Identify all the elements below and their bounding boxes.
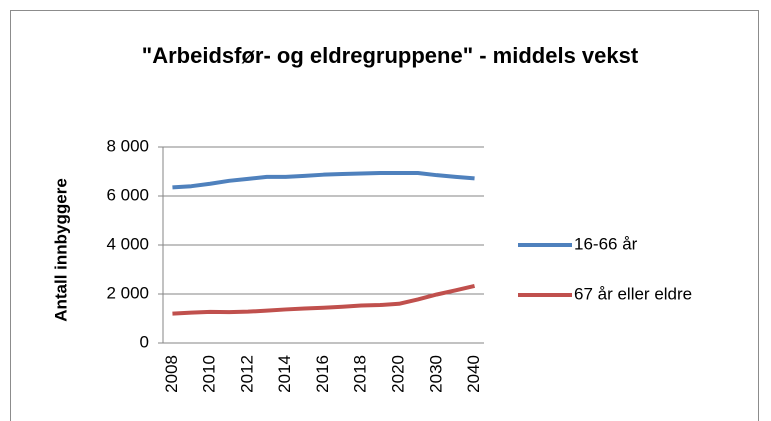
series-line (172, 283, 476, 316)
x-tick-label: 2010 (200, 355, 219, 393)
chart-frame (10, 10, 759, 421)
x-tick-label: 2008 (162, 355, 181, 393)
legend-label: 67 år eller eldre (574, 284, 692, 303)
y-tick-label: 6 000 (106, 185, 149, 204)
series-line (172, 170, 475, 190)
x-tick-label: 2030 (426, 355, 445, 393)
y-tick-label: 4 000 (106, 234, 149, 253)
x-tick-label: 2040 (464, 355, 483, 393)
x-tick-label: 2014 (275, 355, 294, 393)
chart-title: "Arbeidsfør- og eldregruppene" - middels… (141, 43, 639, 68)
x-tick-label: 2016 (313, 355, 332, 393)
legend-label: 16-66 år (574, 234, 638, 253)
y-tick-label: 8 000 (106, 136, 149, 155)
y-tick-label: 0 (140, 332, 149, 351)
y-axis-label: Antall innbyggere (51, 178, 70, 322)
x-tick-label: 2020 (389, 355, 408, 393)
x-tick-label: 2018 (351, 355, 370, 393)
x-tick-label: 2012 (237, 355, 256, 393)
y-tick-label: 2 000 (106, 283, 149, 302)
